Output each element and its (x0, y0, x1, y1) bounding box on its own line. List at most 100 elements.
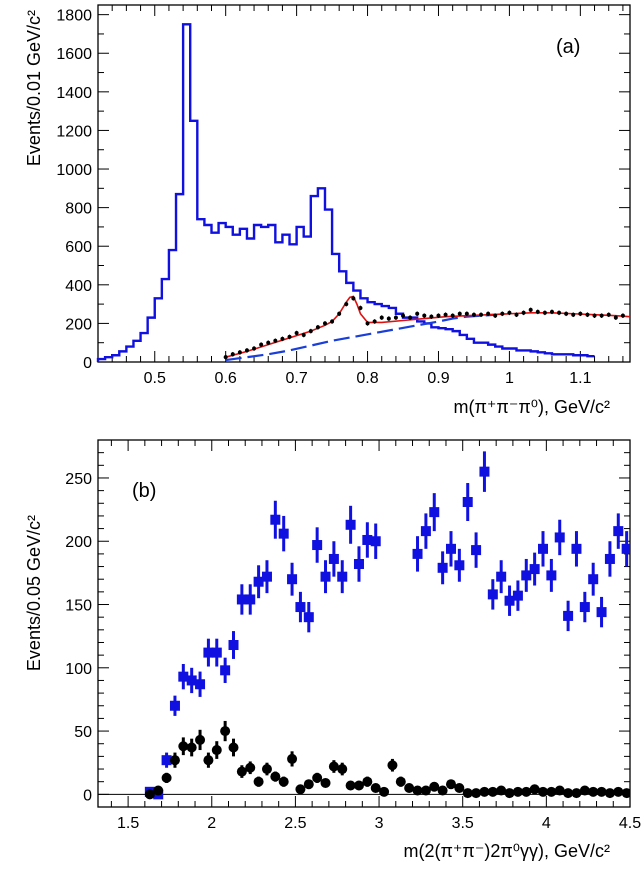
black-circle-point (370, 783, 381, 794)
blue-square-point (337, 571, 348, 582)
panel-b-label: (b) (132, 480, 156, 502)
black-circle-point (236, 766, 247, 777)
blue-square-point (287, 574, 298, 585)
black-circle-point (178, 741, 189, 752)
black-circle-point (379, 786, 390, 797)
x-tick-label: 3 (375, 815, 384, 832)
black-circle-point (621, 788, 630, 799)
data-point (351, 296, 356, 301)
black-circle-point (462, 788, 473, 799)
blue-square-point (161, 755, 172, 766)
background-curve (225, 313, 496, 362)
black-circle-point (161, 772, 172, 783)
panel-b-y-axis-label: Events/0.05 GeV/c² (24, 515, 44, 671)
panel-a-ticks: 0.5 0.6 0.7 0.8 0.9 1 1.1 0 200 400 600 800 1000 1200… (56, 5, 630, 387)
blue-square-point (253, 576, 264, 587)
black-circle-point (362, 776, 373, 787)
panel-a-label: (a) (556, 36, 580, 58)
black-circle-point (412, 785, 423, 796)
y-tick-label: 1600 (56, 46, 92, 63)
blue-square-point (270, 514, 281, 525)
black-circle-point (479, 786, 490, 797)
black-circle-point (496, 785, 507, 796)
black-circle-point (153, 785, 164, 796)
blue-square-point (596, 607, 607, 618)
black-circle-point (487, 786, 498, 797)
data-point (386, 316, 391, 321)
blue-square-point (604, 553, 615, 564)
data-point (528, 307, 533, 312)
y-tick-label: 600 (65, 239, 92, 256)
y-tick-label: 100 (65, 661, 92, 678)
data-point (507, 310, 512, 315)
black-circle-point (270, 771, 281, 782)
x-tick-label: 0.5 (144, 370, 166, 387)
y-tick-label: 0 (83, 787, 92, 804)
y-tick-label: 250 (65, 471, 92, 488)
x-tick-label: 0.9 (427, 370, 449, 387)
panel-a: 0.5 0.6 0.7 0.8 0.9 1 1.1 0 200 400 600 800 1000 1200… (24, 4, 631, 417)
blue-square-point (621, 543, 630, 554)
black-circle-point (312, 772, 323, 783)
black-circle-point (454, 783, 465, 794)
y-tick-label: 1400 (56, 85, 92, 102)
x-tick-label: 2.5 (284, 815, 306, 832)
panel-b-ticks: 1.5 2 2.5 3 3.5 4 4.5 0 50 100 150 200 250 (65, 439, 641, 832)
black-circle-point (521, 786, 532, 797)
y-tick-label: 150 (65, 598, 92, 615)
panel-a-y-axis-label: Events/0.01 GeV/c² (24, 10, 44, 166)
data-point (344, 302, 349, 307)
data-point (223, 355, 228, 360)
blue-square-point (588, 574, 599, 585)
blue-square-point (412, 548, 423, 559)
x-tick-label: 2 (207, 815, 216, 832)
black-circle-point (328, 761, 339, 772)
data-point (450, 313, 455, 318)
blue-square-point (220, 665, 231, 676)
blue-square-point (186, 675, 197, 686)
y-tick-label: 1800 (56, 8, 92, 25)
blue-square-point (454, 560, 465, 571)
black-circle-point (571, 788, 582, 799)
blue-square-point (471, 545, 482, 556)
black-circle-point (211, 745, 222, 756)
blue-square-point (211, 647, 222, 658)
blue-square-point (178, 671, 189, 682)
data-point (557, 310, 562, 315)
blue-square-point (236, 594, 247, 605)
black-circle-point (395, 776, 406, 787)
black-circle-point (563, 788, 574, 799)
x-tick-label: 1.1 (569, 370, 591, 387)
panel-b-plot-area (98, 451, 630, 800)
data-point (479, 312, 484, 317)
panel-b-x-axis-label: m(2(π⁺π⁻)2π⁰γγ), GeV/c² (404, 841, 610, 861)
blue-square-point (295, 602, 306, 613)
data-point (471, 312, 476, 317)
black-circle-point (295, 784, 306, 795)
black-circle-point (387, 760, 398, 771)
blue-square-point (420, 526, 431, 537)
blue-square-point (554, 532, 565, 543)
data-point (549, 309, 554, 314)
data-point (578, 311, 583, 316)
x-tick-label: 3.5 (452, 815, 474, 832)
data-point (514, 312, 519, 317)
data-point (393, 315, 398, 320)
data-point (379, 315, 384, 320)
blue-square-point (228, 640, 239, 651)
data-point (237, 350, 242, 355)
x-tick-label: 4.5 (619, 815, 641, 832)
black-circle-point (287, 753, 298, 764)
y-tick-label: 50 (74, 724, 92, 741)
panel-b-points (144, 451, 630, 800)
data-point (308, 329, 313, 334)
x-tick-label: 1 (505, 370, 514, 387)
data-point (620, 313, 625, 318)
data-point (287, 334, 292, 339)
black-circle-point (345, 780, 356, 791)
panel-a-plot-area (96, 23, 631, 362)
black-circle-point (203, 755, 214, 766)
black-circle-point (579, 785, 590, 796)
black-circle-point (596, 786, 607, 797)
